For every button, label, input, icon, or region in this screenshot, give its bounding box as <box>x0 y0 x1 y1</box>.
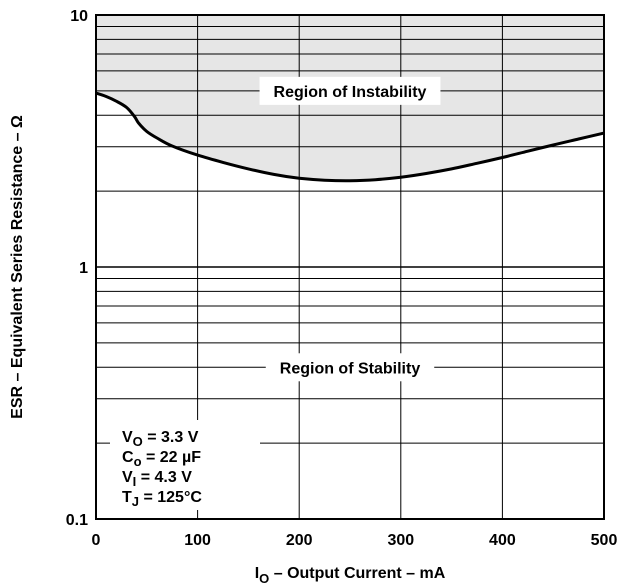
annotation-instability-text: Region of Instability <box>274 84 427 101</box>
x-axis-label: IO – Output Current – mA <box>255 565 446 586</box>
condition-subscript: I <box>133 474 137 489</box>
x-axis-label-rest: – Output Current – mA <box>269 565 445 582</box>
x-tick-label: 400 <box>489 532 516 549</box>
x-tick-label: 200 <box>286 532 313 549</box>
condition-subscript: o <box>134 454 142 469</box>
y-tick-label: 0.1 <box>66 512 88 529</box>
y-axis-label: ESR – Equivalent Series Resistance – Ω <box>9 115 26 419</box>
condition-line: Co = 22 µF <box>122 449 201 469</box>
condition-value: = 4.3 V <box>136 469 192 486</box>
condition-value: = 22 µF <box>142 449 202 466</box>
plot-border <box>95 14 605 520</box>
annotation-instability: Region of Instability <box>259 76 441 105</box>
x-tick-label: 0 <box>92 532 101 549</box>
condition-line: VI = 4.3 V <box>122 469 192 489</box>
condition-subscript: J <box>132 494 139 509</box>
condition-symbol: C <box>122 449 134 466</box>
condition-symbol: V <box>122 429 133 446</box>
conditions-bg <box>110 420 260 510</box>
x-tick-label: 300 <box>387 532 414 549</box>
annotation-stability: Region of Stability <box>265 353 435 382</box>
x-axis-label-sub: O <box>259 571 269 586</box>
y-tick-label: 10 <box>70 8 88 25</box>
y-tick-label: 1 <box>79 260 88 277</box>
condition-subscript: O <box>133 434 143 449</box>
grid-lines <box>96 15 604 519</box>
x-tick-label: 500 <box>591 532 617 549</box>
x-tick-label: 100 <box>184 532 211 549</box>
annotation-instability-bg <box>259 76 441 105</box>
annotation-stability-text: Region of Stability <box>280 360 421 377</box>
x-axis-label-main: I <box>255 565 259 582</box>
annotation-stability-bg <box>265 353 435 382</box>
condition-line: TJ = 125°C <box>122 489 202 509</box>
condition-symbol: T <box>122 489 132 506</box>
stability-boundary-curve <box>95 91 605 183</box>
condition-value: = 125°C <box>139 489 202 506</box>
condition-line: VO = 3.3 V <box>122 429 199 449</box>
tick-labels: 0 100 200 300 400 500 0.1 1 10 <box>66 8 617 549</box>
condition-value: = 3.3 V <box>143 429 199 446</box>
condition-symbol: V <box>122 469 133 486</box>
